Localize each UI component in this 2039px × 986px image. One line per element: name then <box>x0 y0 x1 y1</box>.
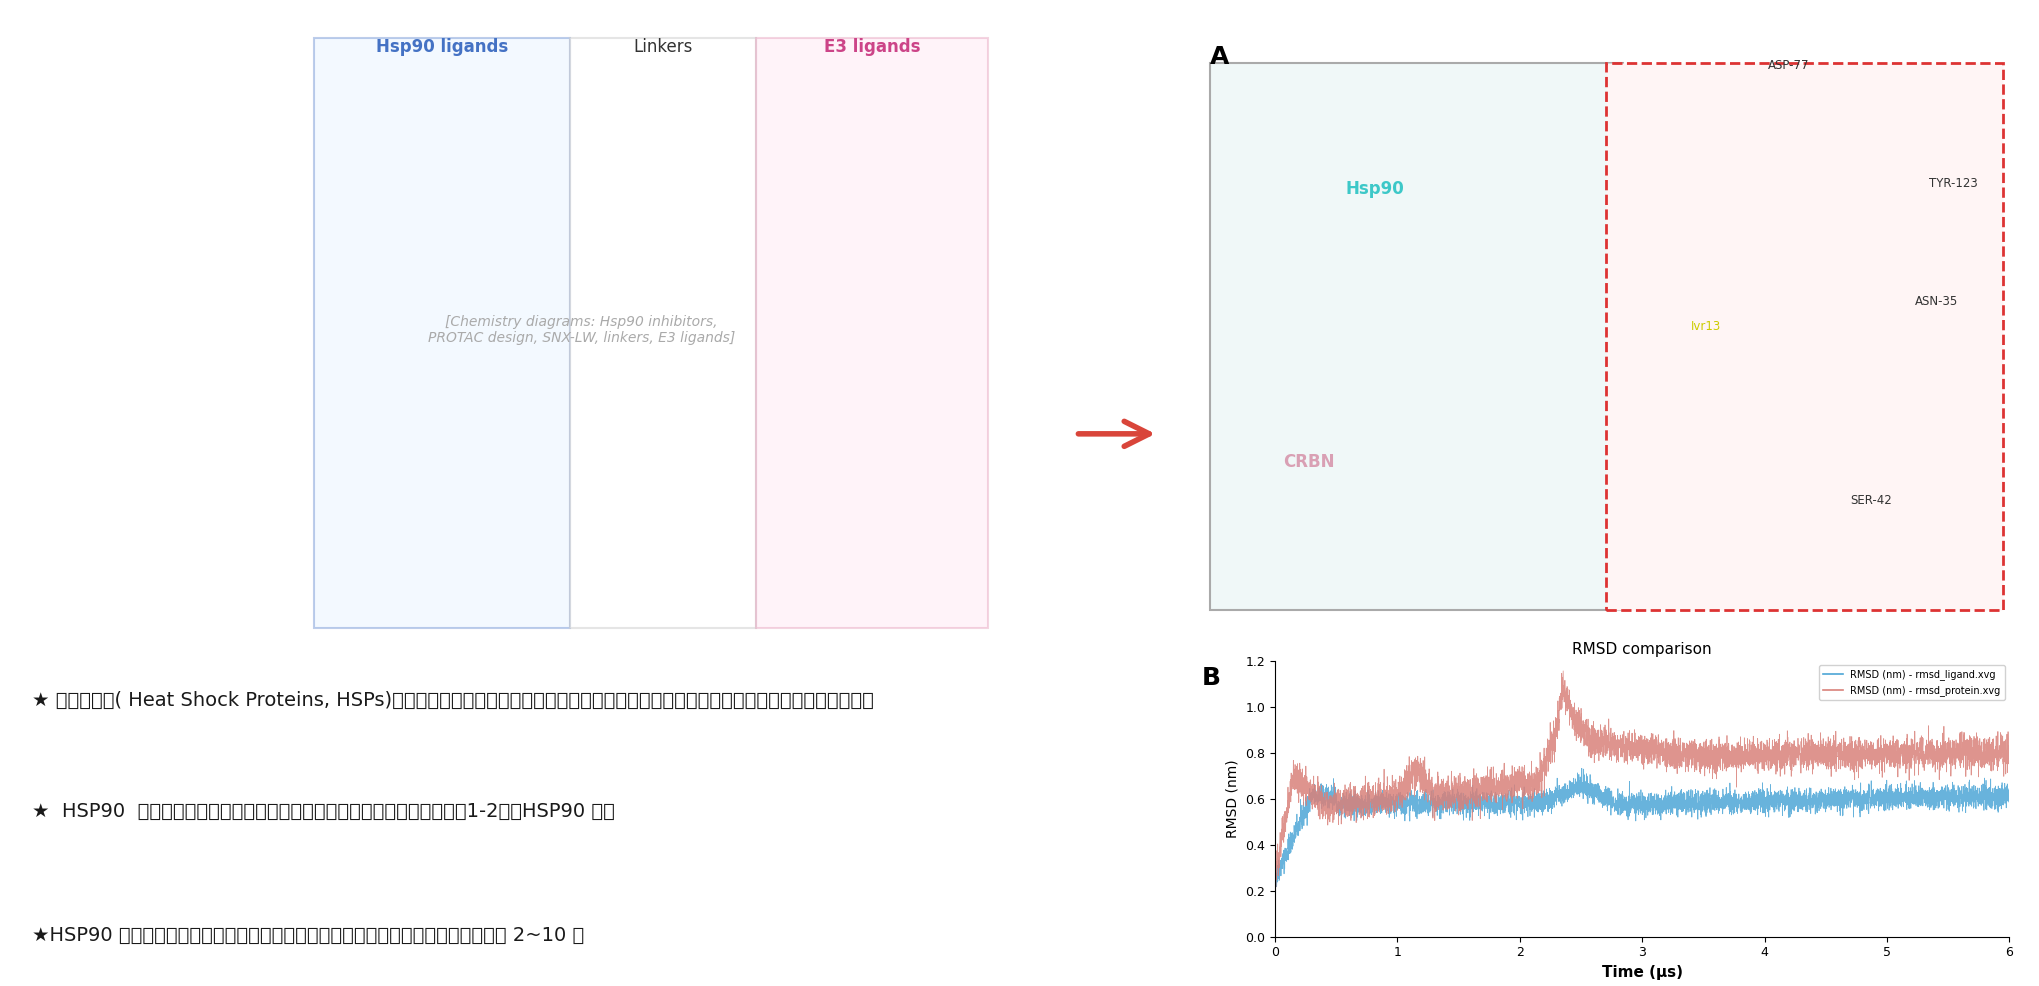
Text: ASP-77: ASP-77 <box>1766 59 1809 72</box>
Bar <box>314 38 569 628</box>
Bar <box>1209 63 1623 609</box>
Text: CRBN: CRBN <box>1283 453 1334 471</box>
Text: [Chemistry diagrams: Hsp90 inhibitors,
PROTAC design, SNX-LW, linkers, E3 ligand: [Chemistry diagrams: Hsp90 inhibitors, P… <box>428 316 734 345</box>
Bar <box>754 38 989 628</box>
Text: ASN-35: ASN-35 <box>1915 296 1957 309</box>
Bar <box>1607 63 2002 609</box>
Y-axis label: RMSD (nm): RMSD (nm) <box>1225 759 1240 838</box>
Text: ★HSP90 蛋白表达于所有的真核细胞，并且其在肿瘾细胞中的表达比正常细胞要高出 2~10 倍: ★HSP90 蛋白表达于所有的真核细胞，并且其在肿瘾细胞中的表达比正常细胞要高出… <box>33 926 583 945</box>
FancyArrowPatch shape <box>1079 421 1148 447</box>
Legend: RMSD (nm) - rmsd_ligand.xvg, RMSD (nm) - rmsd_protein.xvg: RMSD (nm) - rmsd_ligand.xvg, RMSD (nm) -… <box>1819 666 2004 700</box>
Text: SER-42: SER-42 <box>1849 494 1890 507</box>
Text: TYR-123: TYR-123 <box>1929 177 1978 190</box>
Text: ★ 热休克蛋白( Heat Shock Proteins, HSPs)，是从细菌到哺乳动物中广泛存在一类热应急蛋白质，是细胞中必不可缺的分子伴侣蛋白之一: ★ 热休克蛋白( Heat Shock Proteins, HSPs)，是从细菌… <box>33 691 873 710</box>
Text: E3 ligands: E3 ligands <box>824 38 920 56</box>
Text: Ivr13: Ivr13 <box>1690 320 1721 333</box>
Text: B: B <box>1201 666 1219 689</box>
Text: A: A <box>1209 44 1230 69</box>
Text: Linkers: Linkers <box>632 38 691 56</box>
Bar <box>569 38 754 628</box>
Text: Hsp90 ligands: Hsp90 ligands <box>375 38 508 56</box>
Text: ★  HSP90  蛋白是人体中含量最丰富的蛋白之一，细胞内每百个蛋白中就有1-2个由HSP90 构成: ★ HSP90 蛋白是人体中含量最丰富的蛋白之一，细胞内每百个蛋白中就有1-2个… <box>33 802 614 820</box>
Text: Hsp90: Hsp90 <box>1346 179 1403 197</box>
Title: RMSD comparison: RMSD comparison <box>1572 642 1711 657</box>
X-axis label: Time (μs): Time (μs) <box>1601 965 1682 980</box>
